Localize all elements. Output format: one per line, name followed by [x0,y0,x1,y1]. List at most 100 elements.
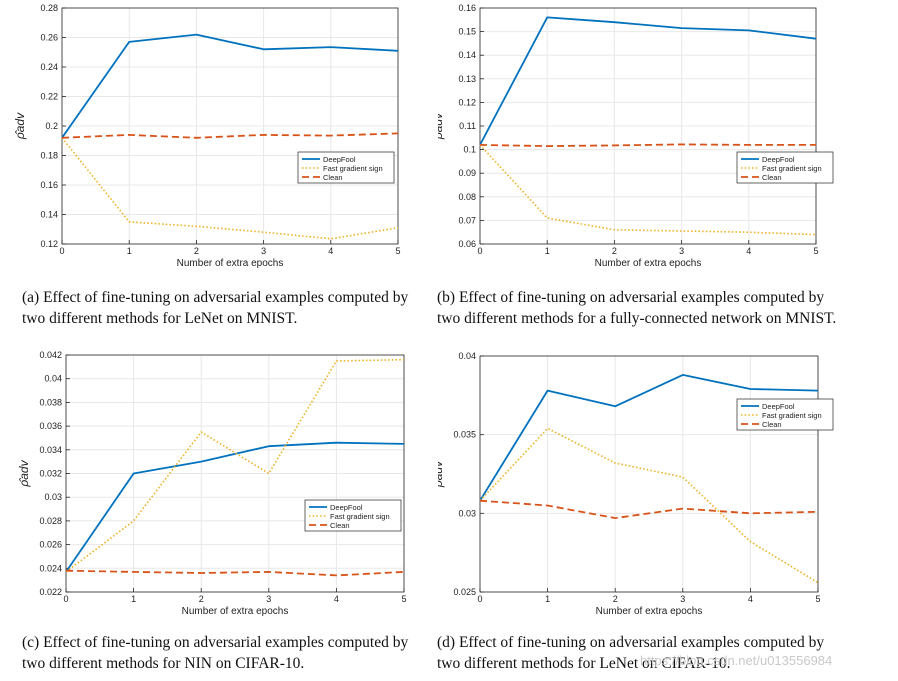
y-tick-label: 0.08 [458,192,476,202]
y-tick-label: 0.042 [39,350,62,360]
legend-entry: Fast gradient sign [762,411,822,420]
y-tick-label: 0.025 [453,587,476,597]
x-tick-label: 4 [334,594,339,604]
y-tick-label: 0.07 [458,215,476,225]
x-tick-label: 1 [545,594,550,604]
y-tick-label: 0.034 [39,445,62,455]
legend-entry: Fast gradient sign [762,164,822,173]
legend-entry: DeepFool [762,402,795,411]
chart-d: 0 1 2 3 4 5 0.025 0.03 0.035 0.04 Number of extra … [431,351,834,617]
legend-entry: Clean [323,173,343,182]
x-tick-label: 5 [395,246,400,256]
x-tick-label: 0 [477,594,482,604]
legend-entry: Fast gradient sign [323,164,383,173]
y-axis-label: ρ̂adv [17,459,31,487]
y-tick-label: 0.15 [458,27,476,37]
y-tick-label: 0.09 [458,168,476,178]
legend-entry: DeepFool [762,155,795,164]
y-tick-label: 0.14 [458,50,476,60]
x-tick-label: 5 [813,246,818,256]
axes-box [479,355,819,593]
series-line-deepfool [61,33,399,139]
series-line-fast-gradient-sign [65,358,405,573]
series-line-clean [479,499,819,520]
legend-entry: Clean [762,420,782,429]
y-tick-label: 0.06 [458,239,476,249]
chart-a: 0 1 2 3 4 5 0.12 0.14 0.16 0.18 0.2 0.22 0.24 0.26 0.2… [13,3,401,269]
y-tick-label: 0.038 [39,397,62,407]
series-line-fast-gradient-sign [479,427,819,584]
legend-entry: Clean [330,521,350,530]
plot-area [480,356,818,592]
x-tick-label: 1 [545,246,550,256]
y-tick-label: 0.14 [40,210,58,220]
y-tick-label: 0.24 [40,62,58,72]
y-tick-label: 0.026 [39,540,62,550]
caption-b: (b) Effect of fine-tuning on adversarial… [437,289,837,327]
series-line-deepfool [479,373,819,502]
y-tick-label: 0.13 [458,74,476,84]
x-tick-label: 1 [127,246,132,256]
x-axis-label: Number of extra epochs [177,258,284,269]
y-tick-label: 0.032 [39,469,62,479]
x-tick-label: 0 [477,246,482,256]
y-tick-label: 0.26 [40,33,58,43]
x-tick-label: 3 [266,594,271,604]
series-line-clean [61,132,399,139]
caption-c: (c) Effect of fine-tuning on adversarial… [22,634,409,672]
y-tick-label: 0.16 [40,180,58,190]
x-tick-label: 4 [748,594,753,604]
y-tick-label: 0.11 [459,121,476,131]
y-axis-label: ρ̂adv [438,112,445,140]
x-tick-label: 0 [59,246,64,256]
x-axis-label: Number of extra epochs [596,606,703,617]
y-axis-label: ρ̂adv [13,112,27,140]
legend-entry: DeepFool [330,503,363,512]
series-line-fast-gradient-sign [479,144,817,236]
caption-a: (a) Effect of fine-tuning on adversarial… [22,289,409,327]
x-axis-label: Number of extra epochs [595,258,702,269]
x-tick-label: 2 [194,246,199,256]
series-line-clean [479,143,816,148]
x-tick-label: 5 [815,594,820,604]
chart-d-panel: 0 1 2 3 4 5 0.025 0.03 0.035 0.04 Number of extra … [431,346,858,626]
chart-b: 0 1 2 3 4 5 0.06 0.07 0.08 0.09 0.1 0.11 0.12 0.13 0.1… [431,3,834,269]
x-tick-label: 2 [613,594,618,604]
chart-c-panel: 0 1 2 3 4 5 0.022 0.024 0.026 0.028 0.03 0.032 0.034… [0,346,420,626]
x-tick-label: 2 [612,246,617,256]
x-tick-label: 3 [679,246,684,256]
y-tick-label: 0.2 [45,121,58,131]
y-tick-label: 0.22 [40,92,58,102]
y-tick-label: 0.03 [44,492,62,502]
series-line-deepfool [65,441,405,573]
y-tick-label: 0.18 [40,151,58,161]
x-axis-label: Number of extra epochs [182,606,289,617]
x-tick-label: 0 [63,594,68,604]
x-tick-label: 1 [131,594,136,604]
series-line-fast-gradient-sign [61,137,399,240]
watermark: https://blog.csdn.net/u013556984 [640,653,833,668]
y-tick-label: 0.04 [458,351,476,361]
series-line-clean [65,569,405,577]
caption-d: (d) Effect of fine-tuning on adversarial… [437,634,825,672]
y-tick-label: 0.1 [463,145,476,155]
legend-entry: Clean [762,173,782,182]
y-tick-label: 0.022 [39,587,62,597]
x-tick-label: 3 [261,246,266,256]
y-tick-label: 0.04 [44,374,62,384]
y-tick-label: 0.024 [39,563,62,573]
x-tick-label: 3 [680,594,685,604]
y-tick-label: 0.16 [458,3,476,13]
y-axis-label: ρ̂adv [438,460,445,488]
chart-c: 0 1 2 3 4 5 0.022 0.024 0.026 0.028 0.03 0.032 0.034… [17,350,407,617]
y-tick-label: 0.035 [453,430,476,440]
chart-b-panel: 0 1 2 3 4 5 0.06 0.07 0.08 0.09 0.1 0.11 0.12 0.13 0.1… [431,0,858,280]
y-tick-label: 0.03 [458,508,476,518]
series-line-deepfool [479,16,817,146]
x-tick-label: 5 [401,594,406,604]
y-tick-label: 0.036 [39,421,62,431]
x-tick-label: 4 [746,246,751,256]
legend-entry: Fast gradient sign [330,512,390,521]
y-tick-label: 0.028 [39,516,62,526]
y-tick-label: 0.12 [458,97,476,107]
